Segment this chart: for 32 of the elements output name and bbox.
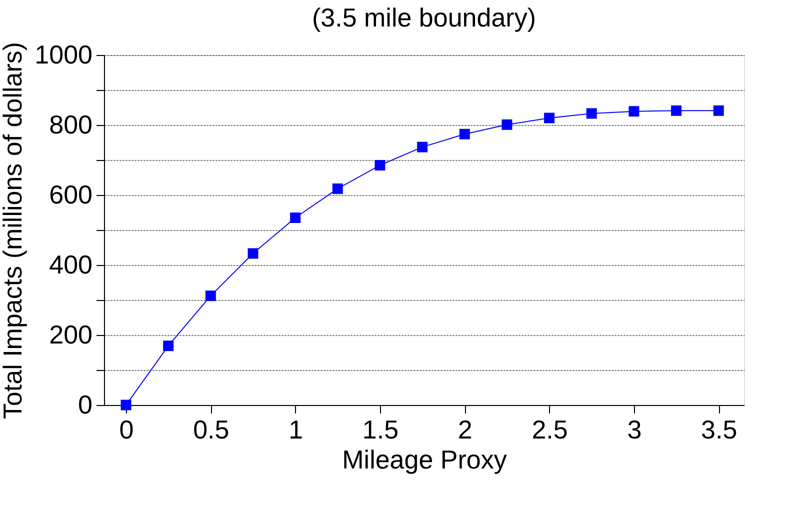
x-tick-label: 0 bbox=[119, 414, 134, 444]
x-tick-label: 0.5 bbox=[193, 414, 230, 444]
point bbox=[713, 105, 724, 116]
y-tick-label: 600 bbox=[49, 180, 92, 210]
point bbox=[120, 400, 132, 410]
point bbox=[163, 340, 174, 352]
x-tick-label: 2 bbox=[458, 414, 472, 444]
point bbox=[417, 142, 428, 152]
point bbox=[628, 106, 640, 117]
y-axis-title: Total Impacts (millions of dollars) bbox=[0, 42, 28, 420]
y-tick-label: 200 bbox=[49, 320, 92, 350]
point bbox=[332, 183, 343, 194]
y-tick-label: 400 bbox=[49, 250, 92, 280]
point bbox=[374, 160, 386, 170]
point bbox=[459, 128, 470, 140]
x-tick-label: 3.5 bbox=[701, 414, 738, 444]
point bbox=[586, 108, 597, 119]
y-tick-label: 1000 bbox=[34, 40, 92, 70]
y-tick-label: 0 bbox=[78, 390, 92, 420]
x-axis-title: Mileage Proxy bbox=[342, 444, 507, 474]
y-tick-label: 800 bbox=[49, 110, 92, 140]
point bbox=[205, 290, 216, 302]
x-tick-label: 1.5 bbox=[362, 414, 399, 444]
point bbox=[544, 112, 555, 124]
point bbox=[248, 248, 258, 259]
chart-title: (3.5 mile boundary) bbox=[312, 2, 536, 32]
x-tick-label: 1 bbox=[288, 414, 304, 444]
point bbox=[671, 105, 682, 116]
x-tick-label: 2.5 bbox=[532, 414, 568, 444]
x-tick-label: 3 bbox=[627, 414, 642, 444]
point bbox=[502, 119, 512, 130]
point bbox=[290, 212, 301, 223]
